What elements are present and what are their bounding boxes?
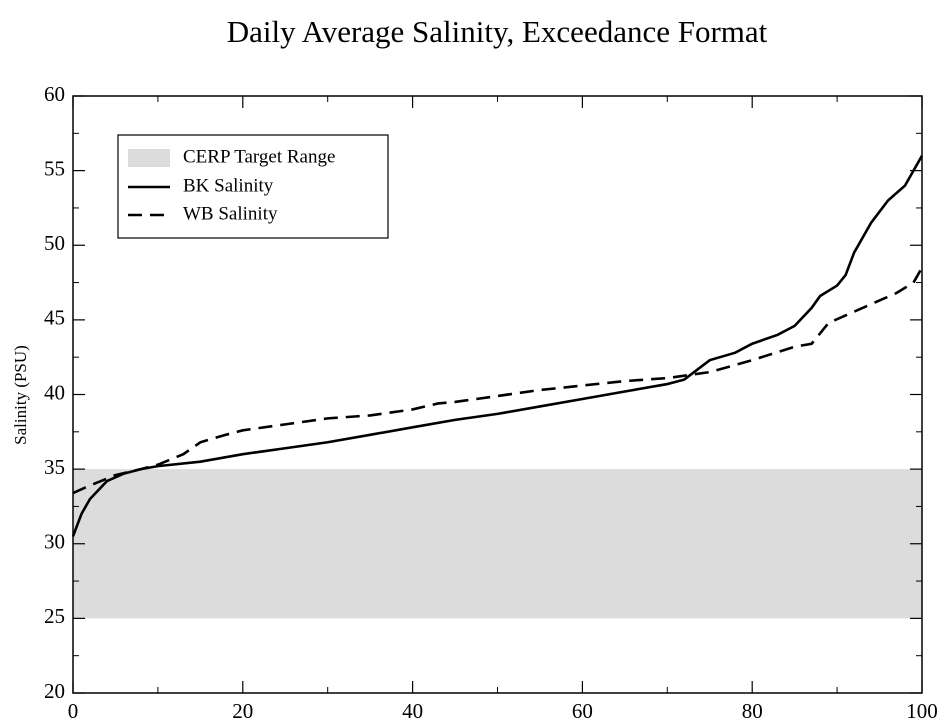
y-tick-label: 60 — [44, 82, 65, 106]
legend-swatch — [128, 149, 170, 167]
y-tick-label: 25 — [44, 604, 65, 628]
legend-label: BK Salinity — [183, 175, 274, 196]
x-tick-label: 100 — [906, 699, 938, 723]
chart-title: Daily Average Salinity, Exceedance Forma… — [227, 14, 768, 49]
y-axis-label: Salinity (PSU) — [11, 345, 30, 445]
x-tick-label: 80 — [742, 699, 763, 723]
legend-label: CERP Target Range — [183, 146, 335, 167]
y-tick-label: 45 — [44, 306, 65, 330]
y-tick-label: 20 — [44, 679, 65, 703]
series-line — [71, 155, 924, 537]
series-line — [72, 266, 924, 495]
y-tick-label: 50 — [44, 231, 65, 255]
x-tick-label: 40 — [402, 699, 423, 723]
x-tick-label: 60 — [572, 699, 593, 723]
y-tick-label: 55 — [44, 156, 65, 180]
y-tick-label: 35 — [44, 455, 65, 479]
x-tick-label: 0 — [68, 699, 79, 723]
y-tick-label: 30 — [44, 530, 65, 554]
x-tick-label: 20 — [232, 699, 253, 723]
y-tick-label: 40 — [44, 380, 65, 404]
target-band — [73, 469, 922, 619]
legend-label: WB Salinity — [183, 203, 278, 224]
